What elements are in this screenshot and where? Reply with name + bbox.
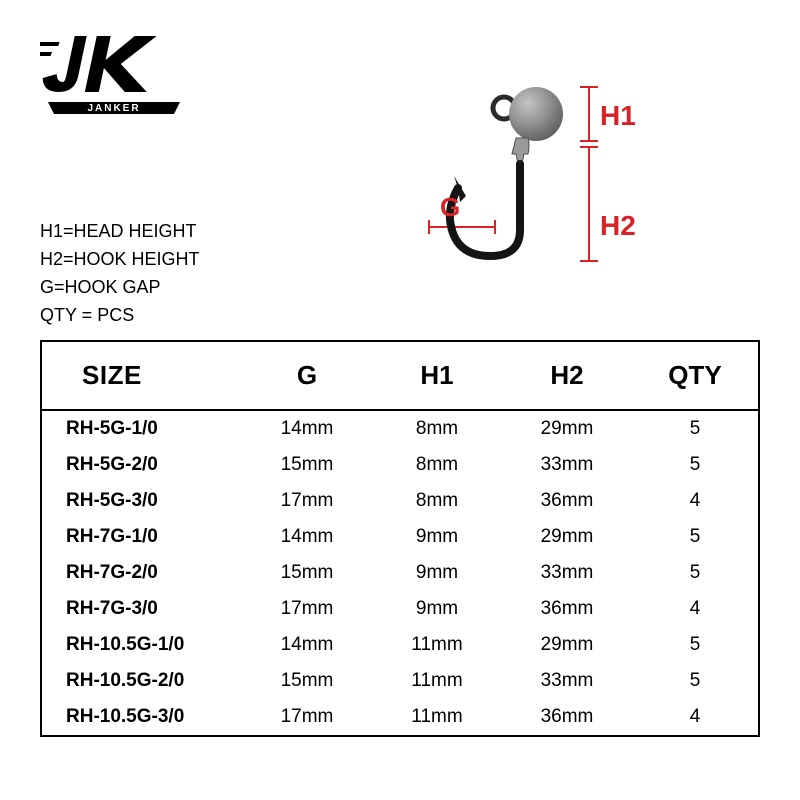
legend-line: QTY = PCS [40, 302, 200, 330]
table-cell: RH-5G-1/0 [42, 411, 242, 447]
legend-line: H1=HEAD HEIGHT [40, 218, 200, 246]
dim-label-h2: H2 [600, 210, 636, 242]
table-row: RH-10.5G-3/017mm11mm36mm4 [42, 699, 758, 735]
table-cell: RH-5G-3/0 [42, 483, 242, 519]
table-cell: RH-10.5G-2/0 [42, 663, 242, 699]
table-cell: 15mm [242, 447, 372, 483]
table-cell: 29mm [502, 411, 632, 447]
table-cell: 9mm [372, 555, 502, 591]
table-cell: RH-7G-1/0 [42, 519, 242, 555]
table-cell: 36mm [502, 699, 632, 735]
table-cell: 14mm [242, 519, 372, 555]
table-cell: 17mm [242, 591, 372, 627]
table-cell: 8mm [372, 483, 502, 519]
table-cell: 15mm [242, 663, 372, 699]
table-cell: 33mm [502, 447, 632, 483]
legend-line: H2=HOOK HEIGHT [40, 246, 200, 274]
table-row: RH-5G-2/015mm8mm33mm5 [42, 447, 758, 483]
col-header-qty: QTY [632, 352, 758, 399]
table-row: RH-10.5G-2/015mm11mm33mm5 [42, 663, 758, 699]
table-cell: 4 [632, 699, 758, 735]
table-cell: 5 [632, 627, 758, 663]
table-cell: 11mm [372, 699, 502, 735]
table-body: RH-5G-1/014mm8mm29mm5RH-5G-2/015mm8mm33m… [42, 411, 758, 735]
table-cell: 29mm [502, 519, 632, 555]
table-header-row: SIZE G H1 H2 QTY [42, 342, 758, 411]
brand-logo: JANKER [40, 30, 190, 115]
table-cell: 8mm [372, 411, 502, 447]
size-table: SIZE G H1 H2 QTY RH-5G-1/014mm8mm29mm5RH… [40, 340, 760, 737]
table-cell: 33mm [502, 663, 632, 699]
table-cell: RH-7G-3/0 [42, 591, 242, 627]
dim-label-h1: H1 [600, 100, 636, 132]
table-cell: 5 [632, 411, 758, 447]
table-cell: 36mm [502, 483, 632, 519]
table-cell: 15mm [242, 555, 372, 591]
table-cell: RH-5G-2/0 [42, 447, 242, 483]
table-row: RH-5G-1/014mm8mm29mm5 [42, 411, 758, 447]
table-cell: RH-7G-2/0 [42, 555, 242, 591]
table-cell: 9mm [372, 591, 502, 627]
col-header-h1: H1 [372, 352, 502, 399]
table-cell: 8mm [372, 447, 502, 483]
table-cell: 14mm [242, 627, 372, 663]
legend-block: H1=HEAD HEIGHT H2=HOOK HEIGHT G=HOOK GAP… [40, 218, 200, 330]
table-cell: 14mm [242, 411, 372, 447]
table-cell: RH-10.5G-1/0 [42, 627, 242, 663]
table-cell: 11mm [372, 627, 502, 663]
table-row: RH-7G-1/014mm9mm29mm5 [42, 519, 758, 555]
col-header-h2: H2 [502, 352, 632, 399]
table-cell: 9mm [372, 519, 502, 555]
dim-line-h2 [588, 146, 590, 262]
dim-label-g: G [440, 192, 460, 223]
table-row: RH-5G-3/017mm8mm36mm4 [42, 483, 758, 519]
hook-diagram-svg [420, 80, 580, 260]
table-row: RH-7G-3/017mm9mm36mm4 [42, 591, 758, 627]
table-cell: 36mm [502, 591, 632, 627]
table-cell: 17mm [242, 483, 372, 519]
brand-sub-label: JANKER [87, 103, 140, 114]
table-cell: 5 [632, 663, 758, 699]
table-cell: 33mm [502, 555, 632, 591]
table-cell: 17mm [242, 699, 372, 735]
table-cell: 4 [632, 591, 758, 627]
col-header-size: SIZE [42, 352, 242, 399]
table-row: RH-7G-2/015mm9mm33mm5 [42, 555, 758, 591]
table-cell: 5 [632, 519, 758, 555]
table-row: RH-10.5G-1/014mm11mm29mm5 [42, 627, 758, 663]
table-cell: 5 [632, 447, 758, 483]
table-cell: 4 [632, 483, 758, 519]
legend-line: G=HOOK GAP [40, 274, 200, 302]
table-cell: 29mm [502, 627, 632, 663]
col-header-g: G [242, 352, 372, 399]
hook-diagram: H1 H2 G [400, 80, 680, 280]
table-cell: 5 [632, 555, 758, 591]
dim-line-h1 [588, 86, 590, 141]
table-cell: 11mm [372, 663, 502, 699]
table-cell: RH-10.5G-3/0 [42, 699, 242, 735]
